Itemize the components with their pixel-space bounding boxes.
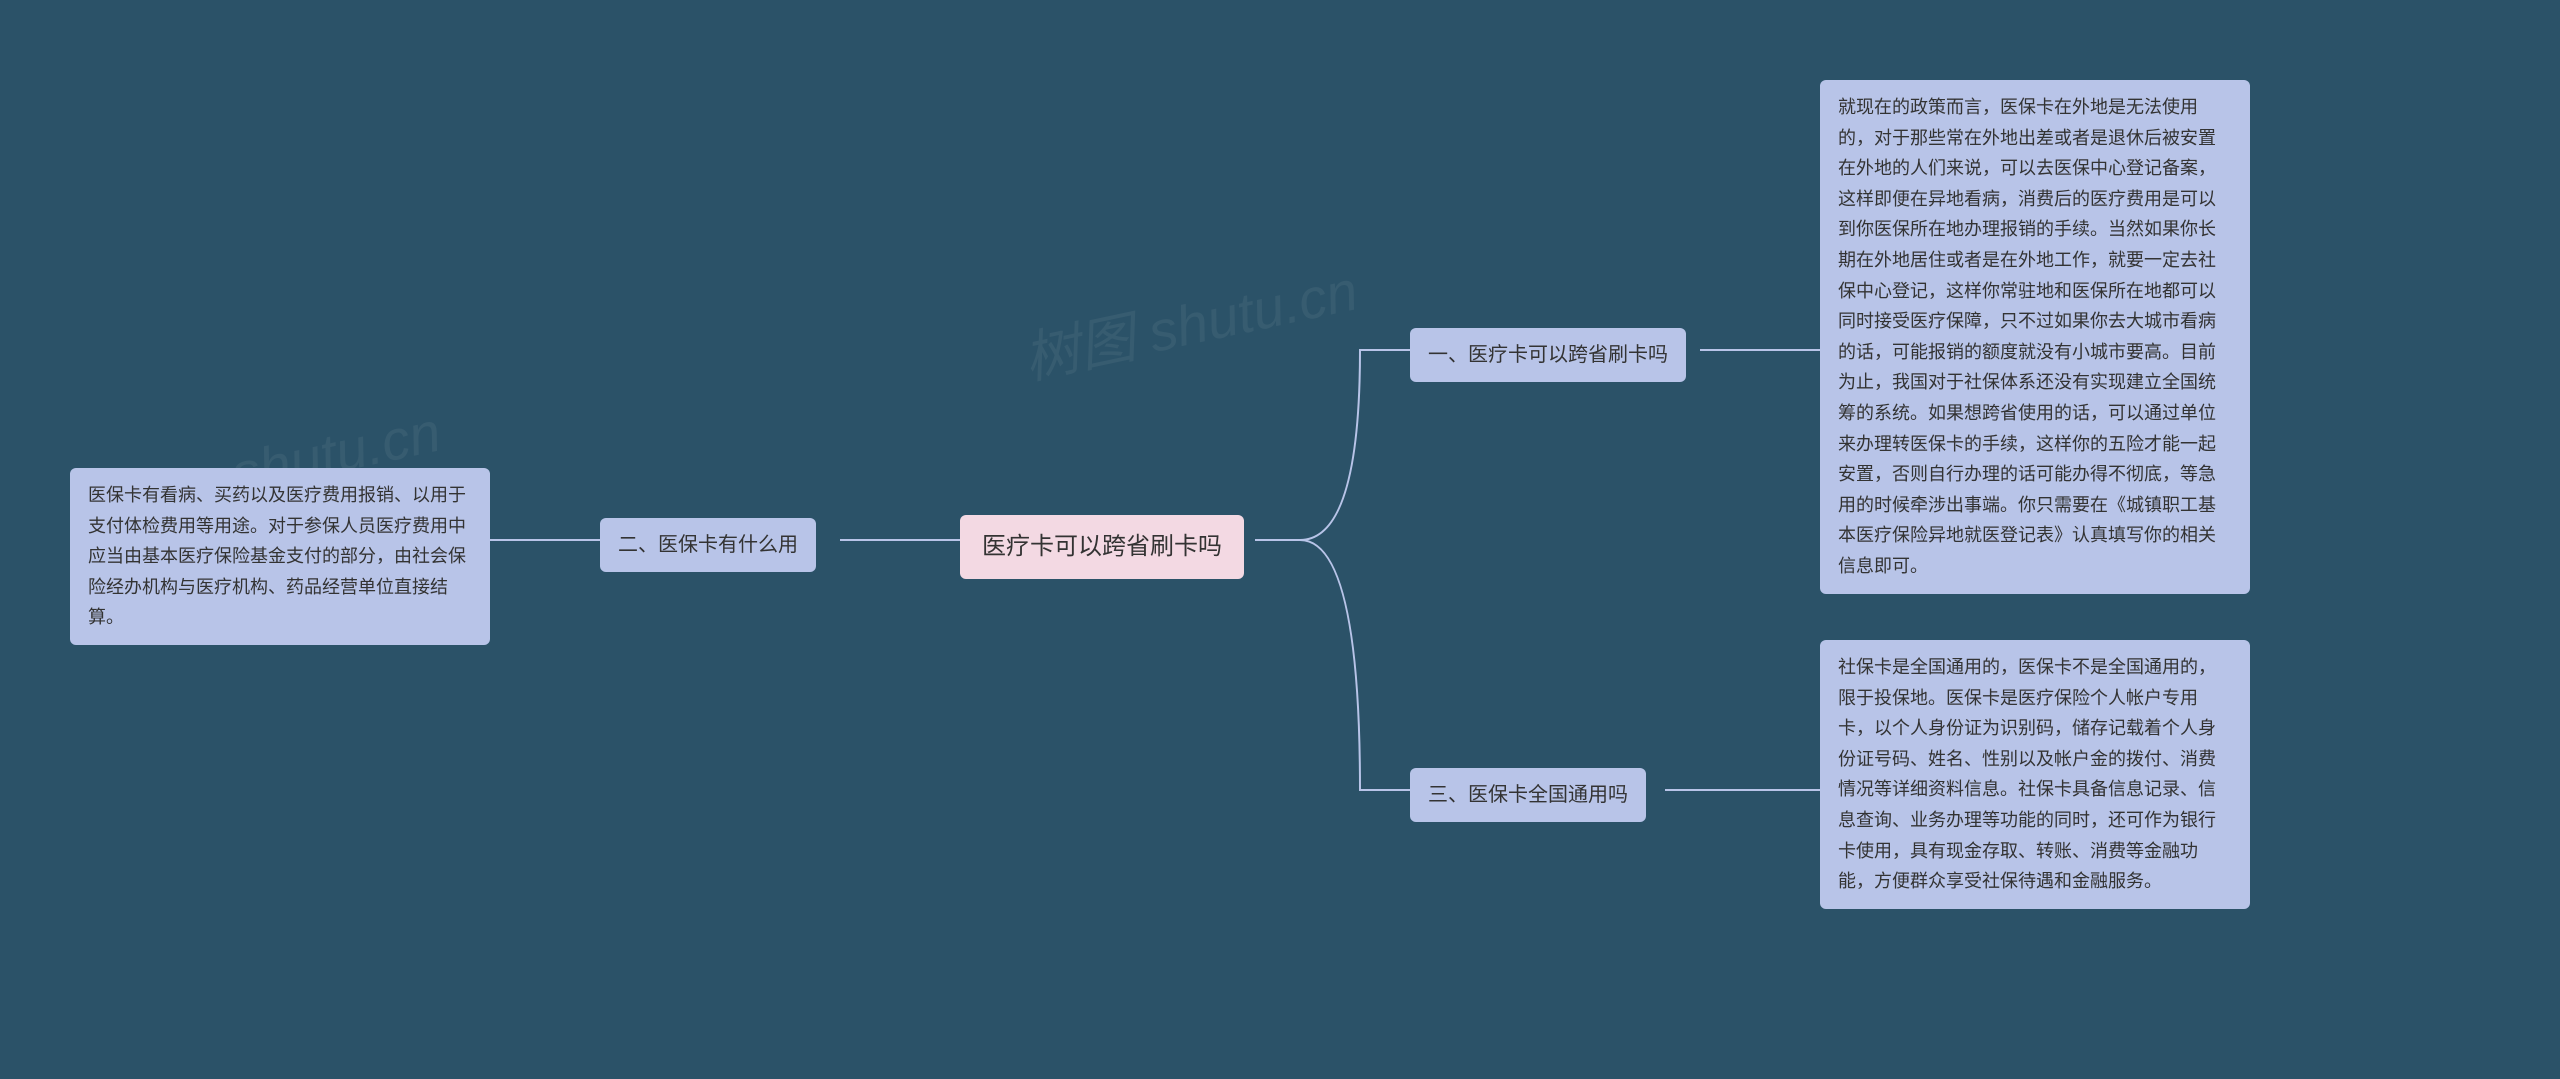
- left-leaf-content: 医保卡有看病、买药以及医疗费用报销、以用于支付体检费用等用途。对于参保人员医疗费…: [70, 468, 490, 645]
- left-branch-title: 二、医保卡有什么用: [600, 518, 816, 572]
- center-node: 医疗卡可以跨省刷卡吗: [960, 515, 1244, 579]
- right-leaf-1-content: 就现在的政策而言，医保卡在外地是无法使用的，对于那些常在外地出差或者是退休后被安…: [1820, 80, 2250, 594]
- right-branch-2-title: 三、医保卡全国通用吗: [1410, 768, 1646, 822]
- right-leaf-2-content: 社保卡是全国通用的，医保卡不是全国通用的，限于投保地。医保卡是医疗保险个人帐户专…: [1820, 640, 2250, 909]
- right-branch-1-title: 一、医疗卡可以跨省刷卡吗: [1410, 328, 1686, 382]
- watermark: 树图 shutu.cn: [1015, 246, 1364, 396]
